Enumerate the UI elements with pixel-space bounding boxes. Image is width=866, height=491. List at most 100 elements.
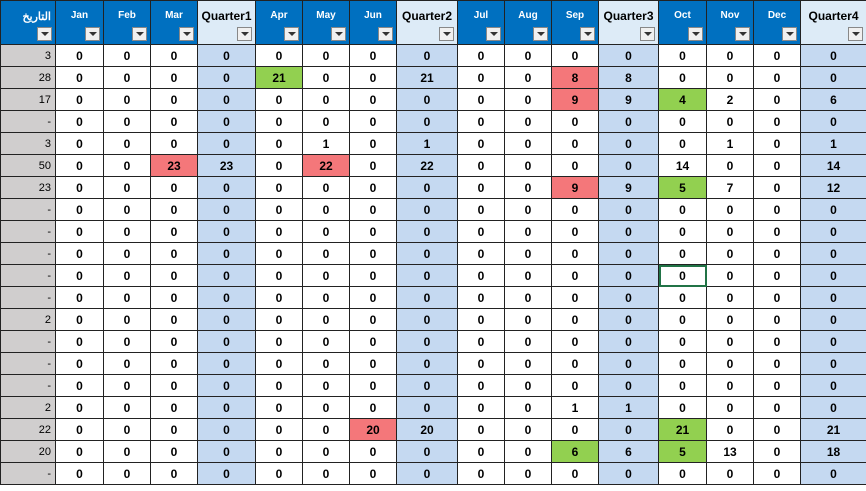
cell[interactable]: 0 xyxy=(457,176,505,199)
cell[interactable]: 0 xyxy=(349,374,397,397)
cell[interactable]: 17 xyxy=(0,88,56,111)
cell[interactable]: 0 xyxy=(197,220,256,243)
filter-dropdown[interactable] xyxy=(439,27,454,41)
cell[interactable]: 0 xyxy=(302,198,350,221)
cell[interactable]: 0 xyxy=(150,242,198,265)
cell[interactable]: 0 xyxy=(598,132,659,155)
cell[interactable]: 13 xyxy=(706,440,754,463)
cell[interactable]: 0 xyxy=(349,308,397,331)
cell[interactable]: 1 xyxy=(706,132,754,155)
cell[interactable]: 0 xyxy=(753,66,801,89)
cell[interactable]: 0 xyxy=(658,44,707,67)
filter-dropdown[interactable] xyxy=(179,27,194,41)
cell[interactable]: 0 xyxy=(551,352,599,375)
cell[interactable]: 0 xyxy=(396,352,458,375)
cell[interactable]: 0 xyxy=(753,418,801,441)
cell[interactable]: - xyxy=(0,198,56,221)
cell[interactable]: 0 xyxy=(457,88,505,111)
cell[interactable]: 0 xyxy=(255,352,303,375)
cell[interactable]: 1 xyxy=(396,132,458,155)
filter-dropdown[interactable] xyxy=(848,27,863,41)
cell[interactable]: 0 xyxy=(658,110,707,133)
cell[interactable]: 0 xyxy=(457,198,505,221)
cell[interactable]: 0 xyxy=(197,308,256,331)
cell[interactable]: 0 xyxy=(658,220,707,243)
cell[interactable]: 0 xyxy=(504,308,552,331)
cell[interactable]: 0 xyxy=(55,396,104,419)
cell[interactable]: 21 xyxy=(800,418,866,441)
cell[interactable]: 22 xyxy=(0,418,56,441)
cell[interactable]: 0 xyxy=(551,374,599,397)
cell[interactable]: 0 xyxy=(504,198,552,221)
cell[interactable]: 0 xyxy=(396,396,458,419)
cell[interactable]: 0 xyxy=(255,330,303,353)
cell[interactable]: 0 xyxy=(706,308,754,331)
cell[interactable]: 0 xyxy=(658,132,707,155)
cell[interactable]: 0 xyxy=(800,264,866,287)
cell[interactable]: 0 xyxy=(302,176,350,199)
cell[interactable]: 0 xyxy=(504,66,552,89)
cell[interactable]: 0 xyxy=(706,286,754,309)
cell[interactable]: 0 xyxy=(504,440,552,463)
cell[interactable]: 0 xyxy=(598,308,659,331)
cell[interactable]: 0 xyxy=(302,352,350,375)
cell[interactable]: 0 xyxy=(753,44,801,67)
cell[interactable]: 0 xyxy=(800,66,866,89)
cell[interactable]: 14 xyxy=(658,154,707,177)
cell[interactable]: 0 xyxy=(753,198,801,221)
cell[interactable]: 21 xyxy=(255,66,303,89)
cell[interactable]: 0 xyxy=(150,330,198,353)
filter-dropdown[interactable] xyxy=(486,27,501,41)
cell[interactable]: 0 xyxy=(457,66,505,89)
cell[interactable]: 14 xyxy=(800,154,866,177)
cell[interactable]: 0 xyxy=(349,264,397,287)
cell[interactable]: 0 xyxy=(457,418,505,441)
cell[interactable]: 1 xyxy=(551,396,599,419)
cell[interactable]: 0 xyxy=(150,308,198,331)
cell[interactable]: 0 xyxy=(753,88,801,111)
cell[interactable]: 0 xyxy=(55,44,104,67)
cell[interactable]: 0 xyxy=(55,308,104,331)
cell[interactable]: 0 xyxy=(598,110,659,133)
cell[interactable]: 0 xyxy=(800,286,866,309)
cell[interactable]: 0 xyxy=(302,308,350,331)
cell[interactable]: 0 xyxy=(504,418,552,441)
cell[interactable]: 0 xyxy=(197,44,256,67)
cell[interactable]: 0 xyxy=(706,198,754,221)
cell[interactable]: 0 xyxy=(551,308,599,331)
cell[interactable]: 0 xyxy=(150,176,198,199)
cell[interactable]: 0 xyxy=(753,308,801,331)
cell[interactable]: - xyxy=(0,242,56,265)
cell[interactable]: 0 xyxy=(658,242,707,265)
cell[interactable]: 0 xyxy=(55,242,104,265)
cell[interactable]: 0 xyxy=(753,352,801,375)
cell[interactable]: 0 xyxy=(706,264,754,287)
cell[interactable]: 0 xyxy=(396,44,458,67)
cell[interactable]: 0 xyxy=(598,242,659,265)
cell[interactable]: 0 xyxy=(706,220,754,243)
cell[interactable]: 9 xyxy=(551,176,599,199)
cell[interactable]: 0 xyxy=(150,110,198,133)
cell[interactable]: 21 xyxy=(396,66,458,89)
cell[interactable]: 0 xyxy=(103,44,151,67)
cell[interactable]: 1 xyxy=(302,132,350,155)
cell[interactable]: 0 xyxy=(658,286,707,309)
cell[interactable]: 0 xyxy=(55,88,104,111)
cell[interactable]: - xyxy=(0,264,56,287)
cell[interactable]: 0 xyxy=(457,374,505,397)
cell[interactable]: 0 xyxy=(103,462,151,485)
cell[interactable]: 0 xyxy=(598,220,659,243)
cell[interactable]: 0 xyxy=(255,418,303,441)
cell[interactable]: 0 xyxy=(551,154,599,177)
cell[interactable]: 0 xyxy=(349,154,397,177)
cell[interactable]: 0 xyxy=(255,462,303,485)
cell[interactable]: 0 xyxy=(800,462,866,485)
cell[interactable]: 0 xyxy=(504,44,552,67)
cell[interactable]: 0 xyxy=(457,110,505,133)
cell[interactable]: - xyxy=(0,462,56,485)
cell[interactable]: 0 xyxy=(55,264,104,287)
cell[interactable]: 0 xyxy=(55,110,104,133)
cell[interactable]: 0 xyxy=(800,330,866,353)
cell[interactable]: 0 xyxy=(753,176,801,199)
cell[interactable]: 0 xyxy=(658,264,707,287)
